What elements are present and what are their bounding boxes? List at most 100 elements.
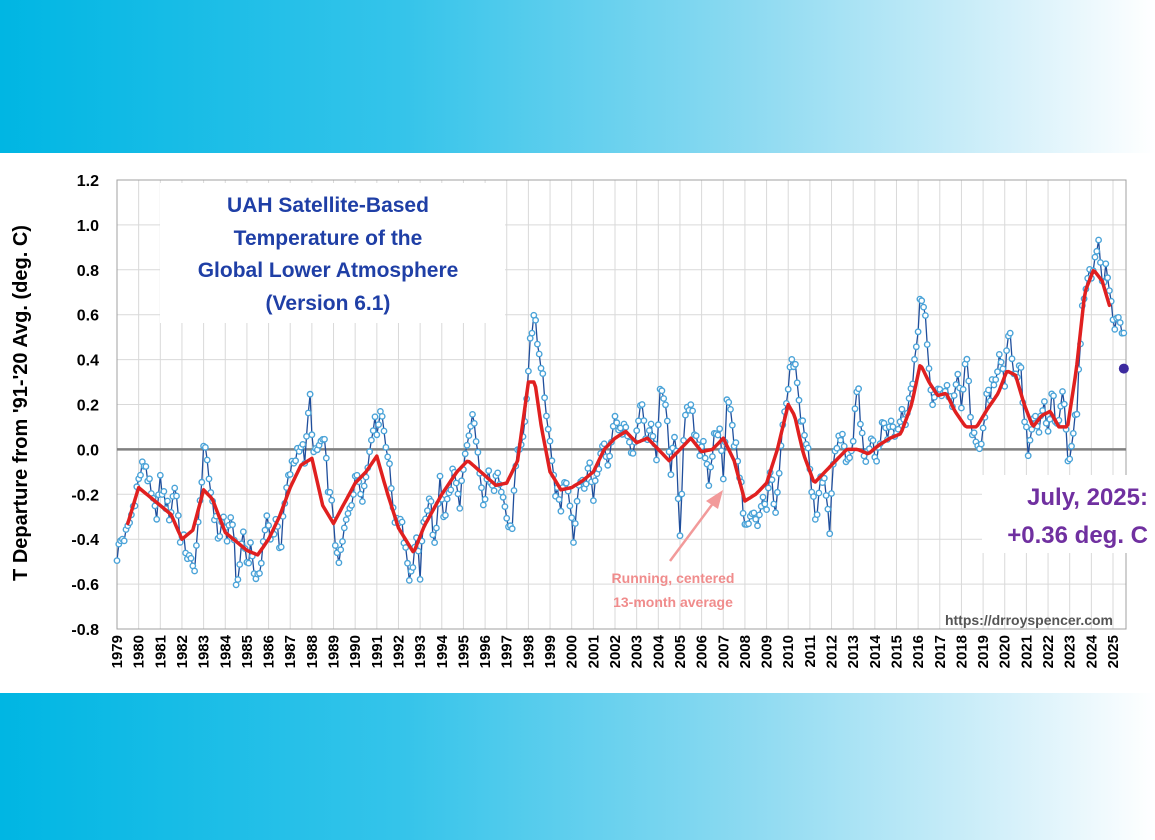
monthly-point xyxy=(954,370,962,378)
y-tick-labels: -0.8 -0.6 -0.4 -0.2 0.0 0.2 0.4 0.6 0.8 1.0 1.2 xyxy=(71,173,99,639)
x-tick-label: 2012 xyxy=(824,635,841,668)
monthly-point xyxy=(216,532,224,540)
x-tick-label: 2015 xyxy=(888,635,905,668)
x-tick-label: 1995 xyxy=(455,635,472,668)
monthly-point xyxy=(671,433,678,441)
monthly-point xyxy=(245,559,253,567)
monthly-point xyxy=(344,510,352,517)
x-tick-label: 1990 xyxy=(347,635,364,668)
monthly-point xyxy=(591,477,599,485)
x-tick-label: 1997 xyxy=(499,635,516,668)
x-tick-label: 2023 xyxy=(1062,635,1079,668)
monthly-point xyxy=(481,495,489,503)
monthly-point xyxy=(770,500,778,508)
monthly-point xyxy=(543,412,550,420)
x-tick-label: 1984 xyxy=(217,634,234,668)
monthly-point xyxy=(537,364,545,372)
x-tick-label: 1989 xyxy=(326,635,343,668)
running-average-annotation: Running, centered 13-month average xyxy=(612,490,734,610)
monthly-point xyxy=(176,538,184,546)
chart-title: UAH Satellite-Based Temperature of the G… xyxy=(160,183,505,323)
monthly-point xyxy=(1095,236,1103,244)
monthly-point xyxy=(826,530,834,538)
monthly-point xyxy=(1028,425,1036,433)
monthly-point xyxy=(846,454,853,462)
monthly-point xyxy=(458,477,465,485)
monthly-point xyxy=(156,471,164,479)
monthly-point xyxy=(503,514,511,522)
monthly-point xyxy=(851,405,859,413)
monthly-point xyxy=(265,522,272,529)
monthly-point xyxy=(331,542,339,549)
monthly-point xyxy=(606,452,613,460)
x-tick-label: 2010 xyxy=(780,635,797,668)
monthly-point xyxy=(1120,329,1128,337)
monthly-point xyxy=(645,427,653,434)
title-line-2: Temperature of the xyxy=(234,227,423,250)
monthly-point xyxy=(662,401,669,409)
monthly-point xyxy=(303,432,310,440)
monthly-point xyxy=(765,484,772,492)
monthly-point xyxy=(965,377,973,385)
monthly-point xyxy=(696,452,704,460)
monthly-point xyxy=(707,463,714,471)
monthly-point xyxy=(997,358,1005,366)
monthly-point xyxy=(1026,436,1034,444)
monthly-point xyxy=(756,511,763,519)
monthly-point xyxy=(918,297,926,305)
monthly-point xyxy=(839,430,846,438)
monthly-point xyxy=(857,420,864,428)
monthly-point xyxy=(247,539,254,546)
monthly-point xyxy=(375,421,382,428)
monthly-point xyxy=(308,431,316,439)
monthly-point xyxy=(153,515,161,523)
monthly-point xyxy=(911,355,918,363)
monthly-point xyxy=(373,431,381,439)
monthly-point xyxy=(774,488,781,496)
y-tick-label: -0.8 xyxy=(71,622,99,639)
monthly-point xyxy=(454,490,462,498)
monthly-point xyxy=(490,487,498,495)
monthly-point xyxy=(478,484,485,492)
monthly-point xyxy=(452,479,460,487)
monthly-point xyxy=(752,515,760,523)
monthly-point xyxy=(229,521,236,529)
monthly-point xyxy=(409,564,417,571)
monthly-point xyxy=(535,350,543,358)
monthly-point xyxy=(432,524,440,532)
monthly-point xyxy=(463,441,471,449)
source-url: https://drroyspencer.com xyxy=(945,612,1113,628)
y-tick-label: 0.0 xyxy=(77,442,99,459)
chart-panel: -0.8 -0.6 -0.4 -0.2 0.0 0.2 0.4 0.6 0.8 1.0 1.2 19… xyxy=(0,153,1155,693)
monthly-point xyxy=(873,457,880,465)
monthly-point xyxy=(963,355,971,363)
monthly-point xyxy=(840,442,848,450)
y-tick-label: 1.0 xyxy=(77,218,99,235)
y-tick-label: -0.6 xyxy=(71,577,99,594)
monthly-point xyxy=(970,429,978,437)
monthly-point xyxy=(950,392,958,399)
x-tick-label: 1986 xyxy=(261,635,278,668)
monthly-point xyxy=(227,514,235,521)
x-tick-label: 1994 xyxy=(434,634,451,668)
monthly-point xyxy=(494,469,502,477)
monthly-point xyxy=(676,532,684,540)
x-tick-label: 2008 xyxy=(737,635,754,668)
x-tick-label: 2021 xyxy=(1018,635,1035,668)
monthly-point xyxy=(745,520,752,528)
monthly-point xyxy=(716,425,724,433)
monthly-point xyxy=(257,559,265,567)
monthly-point xyxy=(1111,325,1119,333)
monthly-point xyxy=(705,482,713,489)
monthly-point xyxy=(566,502,574,510)
monthly-point xyxy=(1102,260,1110,268)
monthly-point xyxy=(689,407,696,415)
monthly-point xyxy=(427,497,435,505)
monthly-point xyxy=(353,471,361,479)
y-tick-label: -0.4 xyxy=(71,532,99,549)
monthly-point xyxy=(142,463,150,470)
monthly-point xyxy=(754,522,761,530)
monthly-point xyxy=(447,486,455,494)
monthly-point xyxy=(1116,319,1124,327)
monthly-point xyxy=(763,506,770,513)
